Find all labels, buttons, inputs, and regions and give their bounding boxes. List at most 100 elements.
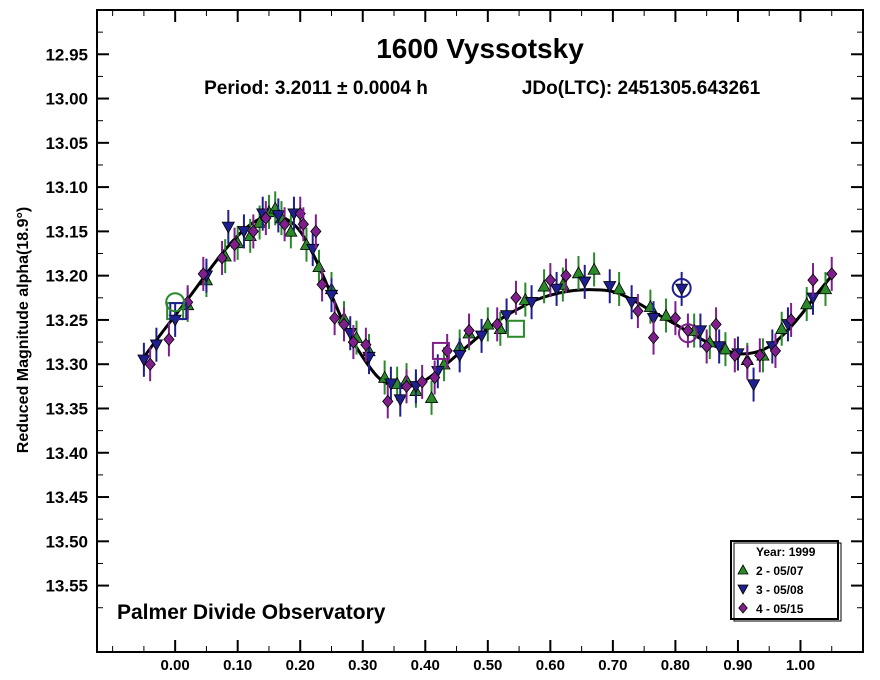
y-tick-label: 13.25 [45, 311, 88, 330]
y-tick-label: 13.40 [45, 444, 88, 463]
y-tick-label: 13.50 [45, 532, 88, 551]
highlight-circle [165, 292, 186, 313]
data-point [800, 297, 814, 310]
data-point [587, 262, 601, 275]
data-point [632, 304, 644, 318]
legend-box [730, 540, 839, 620]
data-point [537, 279, 551, 292]
x-tick-label: 0.00 [161, 657, 190, 674]
x-tick-label: 0.20 [286, 657, 315, 674]
data-point [718, 342, 733, 355]
data-point [701, 339, 713, 354]
data-point [826, 267, 838, 281]
data-point [168, 314, 182, 327]
data-point [510, 291, 522, 305]
data-point [682, 323, 694, 338]
y-tick-label: 13.15 [45, 222, 88, 241]
data-point [712, 341, 726, 354]
data-point [197, 267, 209, 281]
highlight-circle [677, 323, 698, 344]
data-point [729, 348, 741, 362]
data-point [578, 276, 592, 289]
data-point [144, 357, 156, 371]
data-point [669, 311, 682, 325]
data-point [560, 269, 572, 283]
y-tick-label: 13.20 [45, 267, 88, 286]
legend-marker [738, 602, 748, 614]
data-point [674, 283, 689, 296]
data-point [491, 317, 503, 331]
data-point [571, 266, 586, 279]
data-point [393, 394, 407, 407]
data-point [221, 221, 235, 234]
legend-entry-3: 3 - 05/08 [756, 583, 804, 597]
data-point [659, 308, 673, 321]
x-tick-label: 0.50 [473, 657, 502, 674]
y-axis-label: Reduced Magnitude alpha(18.9°) [15, 207, 32, 453]
data-point [429, 370, 441, 385]
data-point [416, 375, 428, 389]
data-point [646, 312, 661, 325]
chart-title: 1600 Vyssotsky [376, 33, 584, 64]
highlight-square [506, 319, 525, 338]
data-point [544, 273, 556, 287]
x-tick-label: 0.30 [348, 657, 377, 674]
data-points-layer [137, 191, 838, 419]
highlight-square [431, 341, 450, 360]
highlight-circle [671, 278, 692, 299]
plot-frame [96, 9, 864, 653]
observatory-annotation: Palmer Divide Observatory [117, 601, 386, 624]
data-point [324, 289, 339, 302]
y-tick-label: 13.55 [45, 577, 88, 596]
data-point [481, 317, 495, 330]
data-point [297, 217, 309, 231]
data-point [807, 273, 819, 287]
y-tick-label: 13.10 [45, 178, 88, 197]
data-point [754, 348, 766, 362]
data-point [710, 317, 722, 331]
data-point [310, 224, 322, 238]
data-point [163, 332, 175, 347]
data-point [463, 323, 475, 338]
data-point [384, 378, 398, 391]
data-point [137, 354, 151, 367]
data-point [360, 338, 372, 352]
data-point [424, 391, 439, 404]
data-point [785, 313, 797, 327]
y-tick-label: 12.95 [45, 45, 88, 64]
legend: Year: 1999 2 - 05/07 3 - 05/08 4 - 05/15 [730, 540, 842, 622]
y-tick-label: 13.30 [45, 355, 88, 374]
data-point [769, 344, 782, 358]
data-point [338, 317, 350, 331]
x-tick-label: 0.40 [411, 657, 440, 674]
legend-marker [737, 584, 749, 595]
legend-entry-4: 4 - 05/15 [756, 602, 804, 616]
x-tick-label: 0.60 [536, 657, 565, 674]
data-point [149, 339, 164, 352]
data-point [524, 297, 539, 310]
data-point [624, 297, 639, 310]
legend-shadow [733, 542, 842, 622]
data-point [328, 311, 341, 325]
data-point [746, 379, 761, 392]
data-point [237, 226, 251, 239]
y-axis: 12.95 13.00 13.05 13.10 13.15 13.20 13.25 13.30… [45, 31, 863, 609]
data-point [549, 283, 564, 296]
data-point [284, 224, 298, 237]
period-subtitle: Period: 3.2011 ± 0.0004 h [204, 78, 428, 99]
data-point [347, 335, 360, 349]
data-point [216, 251, 228, 265]
legend-marker [737, 564, 749, 575]
y-tick-label: 13.45 [45, 488, 88, 507]
x-tick-label: 0.80 [661, 657, 690, 674]
data-point [818, 282, 833, 295]
data-point [474, 330, 489, 343]
x-tick-label: 1.00 [786, 657, 815, 674]
data-point [612, 282, 626, 295]
data-point [499, 310, 514, 323]
x-tick-label: 0.90 [723, 657, 752, 674]
y-tick-label: 13.35 [45, 399, 88, 418]
data-point [775, 321, 789, 334]
legend-title: Year: 1999 [756, 545, 816, 559]
data-point [603, 281, 617, 294]
